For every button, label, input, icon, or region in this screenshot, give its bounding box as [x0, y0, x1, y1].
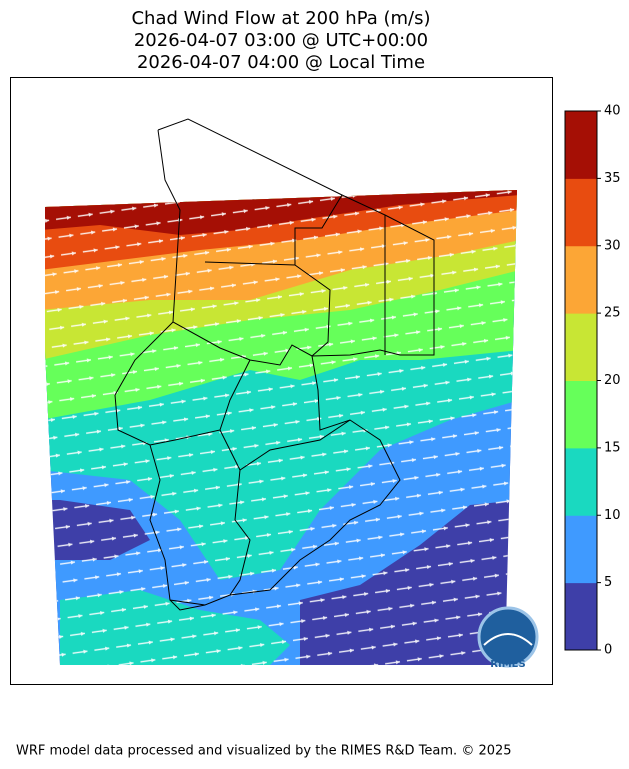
map-frame: [10, 77, 553, 685]
logo-text: RIMES: [490, 659, 525, 670]
colorbar-tick-label: 20: [604, 373, 621, 388]
title-line: 2026-04-07 03:00 @ UTC+00:00: [134, 30, 428, 51]
colorbar-segment: [565, 447, 597, 516]
colorbar-segment: [565, 380, 597, 449]
border: [219, 419, 351, 471]
colorbar-tick-label: 0: [604, 643, 612, 658]
logo-badge: [477, 606, 539, 668]
title: Chad Wind Flow at 200 hPa (m/s)2026-04-0…: [131, 8, 430, 73]
colorbar-segment: [565, 178, 597, 247]
wind-arrows: [45, 190, 517, 665]
borders: [114, 118, 435, 611]
title-line: Chad Wind Flow at 200 hPa (m/s): [131, 8, 430, 29]
colorbar-tick-label: 10: [604, 508, 621, 523]
title-line: 2026-04-07 04:00 @ Local Time: [137, 52, 425, 73]
colorbar-segment: [565, 313, 597, 381]
logo-wave: [483, 633, 533, 646]
colorbar-segment: [565, 111, 597, 179]
colorbar-tick-label: 15: [604, 440, 621, 455]
colorbar-segment: [565, 245, 597, 314]
colorbar-tick-label: 40: [604, 104, 621, 119]
colorbar-tick-label: 25: [604, 306, 621, 321]
colorbar-tick-label: 30: [604, 238, 621, 253]
colorbar-segment: [565, 582, 597, 651]
border: [149, 355, 401, 606]
border: [204, 261, 296, 266]
wind-field: [45, 190, 517, 665]
colorbar: 0 5 10 15 20 25 30 35 40: [564, 104, 621, 658]
footer: WRF model data processed and visualized …: [16, 744, 512, 759]
colorbar-segment: [565, 515, 597, 584]
border: [169, 599, 206, 611]
logo: RIMES: [477, 606, 539, 670]
colorbar-tick-label: 35: [604, 171, 621, 186]
border: [229, 469, 251, 596]
border: [311, 194, 435, 357]
colorbar-tick-label: 5: [604, 575, 612, 590]
